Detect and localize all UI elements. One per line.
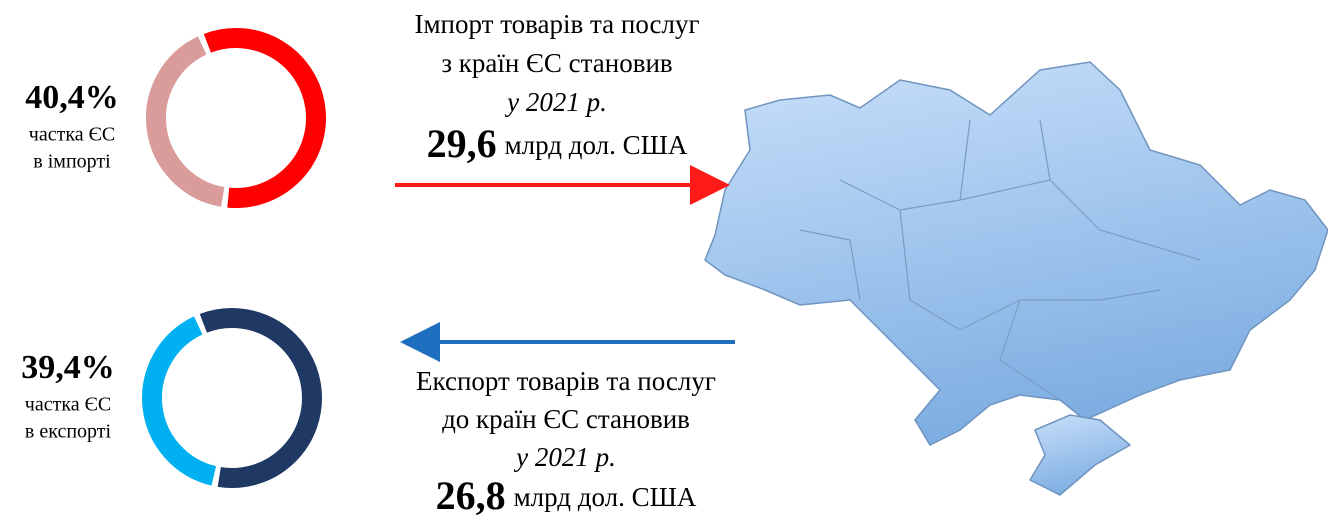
export-text: Експорт товарів та послуг до країн ЄС ст… bbox=[416, 366, 716, 518]
donut-share bbox=[142, 316, 217, 486]
share-caption: в імпорті bbox=[33, 151, 111, 173]
export-line: до країн ЄС становив bbox=[442, 404, 690, 434]
share-caption: в експорті bbox=[25, 421, 112, 443]
share-caption: частка ЄС bbox=[29, 124, 115, 146]
import-year: у 2021 р. bbox=[504, 87, 607, 117]
import-text: Імпорт товарів та послуг з країн ЄС стан… bbox=[414, 9, 699, 166]
donut-share bbox=[146, 36, 225, 207]
share-label: 40,4% bbox=[25, 79, 119, 116]
map bbox=[704, 61, 1328, 496]
amount: 26,8 bbox=[436, 473, 506, 518]
share-caption: частка ЄС bbox=[25, 394, 111, 416]
import-amount: 29,6 млрд дол. США bbox=[427, 121, 688, 166]
donut-rest bbox=[199, 308, 322, 488]
unit: млрд дол. США bbox=[514, 482, 697, 512]
unit: млрд дол. США bbox=[505, 130, 688, 160]
donut-rest bbox=[203, 28, 326, 208]
import-line: з країн ЄС становив bbox=[441, 48, 672, 78]
export-line: Експорт товарів та послуг bbox=[416, 366, 716, 396]
share-label: 39,4% bbox=[21, 349, 115, 386]
export-year: у 2021 р. bbox=[513, 442, 616, 472]
import-line: Імпорт товарів та послуг bbox=[414, 9, 699, 39]
amount: 29,6 bbox=[427, 121, 497, 166]
export-amount: 26,8 млрд дол. США bbox=[436, 473, 697, 518]
